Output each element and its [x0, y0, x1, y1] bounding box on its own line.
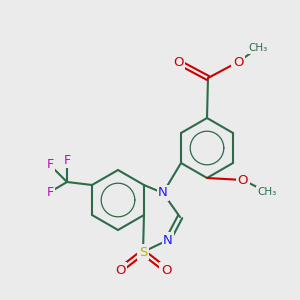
Text: O: O [115, 263, 125, 277]
Text: O: O [161, 263, 171, 277]
Text: O: O [238, 173, 248, 187]
Text: N: N [163, 233, 173, 247]
Text: F: F [63, 154, 70, 166]
Text: CH₃: CH₃ [248, 43, 268, 53]
Text: N: N [158, 187, 168, 200]
Text: O: O [173, 56, 183, 68]
Text: O: O [233, 56, 243, 68]
Text: F: F [46, 185, 54, 199]
Text: S: S [139, 245, 147, 259]
Text: F: F [46, 158, 54, 172]
Text: CH₃: CH₃ [257, 187, 277, 197]
